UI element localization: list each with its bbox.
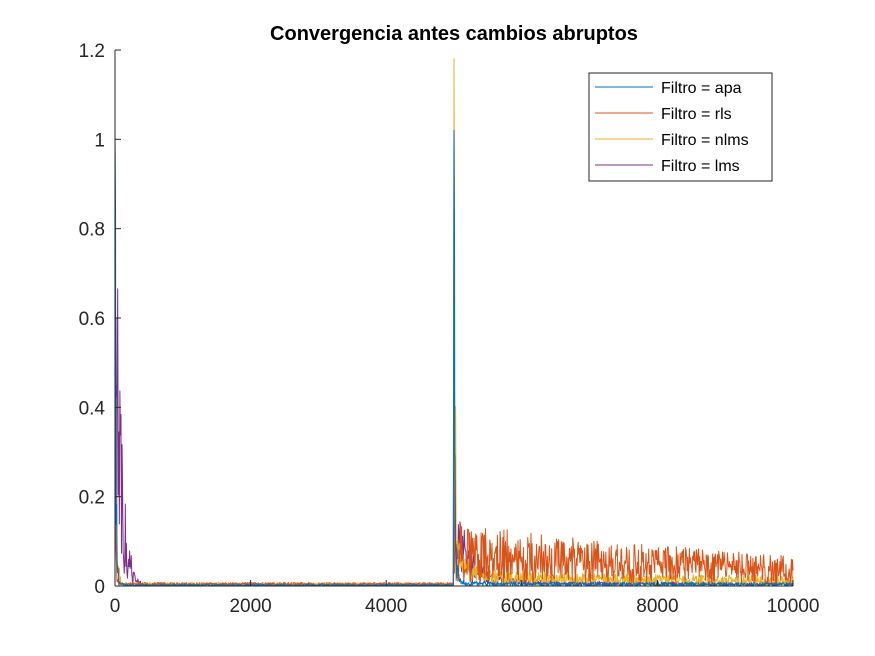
y-tick-label: 0.6	[79, 309, 105, 330]
legend: Filtro = apa Filtro = rls Filtro = nlms Fil…	[588, 72, 773, 182]
series-lines	[114, 58, 794, 587]
legend-label: Filtro = rls	[661, 106, 732, 123]
legend-label: Filtro = apa	[661, 80, 742, 97]
chart-title: Convergencia antes cambios abruptos	[270, 23, 638, 45]
y-tick-label: 0.8	[79, 220, 105, 241]
x-tick-label: 8000	[636, 596, 678, 617]
axes: 0 2000 4000 6000 8000 10000 0 0.2 0.4 0.6 0.8 1 1.2	[79, 41, 820, 617]
y-tick-label: 0	[94, 577, 105, 598]
y-tick-label: 1.2	[79, 41, 105, 62]
x-tick-label: 0	[110, 596, 121, 617]
series-line-filtro-apa	[114, 129, 794, 587]
y-tick-label: 0.4	[79, 398, 106, 419]
x-tick-label: 4000	[365, 596, 407, 617]
legend-label: Filtro = nlms	[661, 132, 749, 149]
legend-label: Filtro = lms	[661, 158, 740, 175]
y-tick-label: 1	[94, 130, 105, 151]
y-tick-label: 0.2	[79, 488, 105, 509]
legend-box	[588, 72, 773, 182]
x-tick-label: 6000	[501, 596, 543, 617]
x-tick-label: 2000	[229, 596, 271, 617]
x-tick-label: 10000	[767, 596, 820, 617]
